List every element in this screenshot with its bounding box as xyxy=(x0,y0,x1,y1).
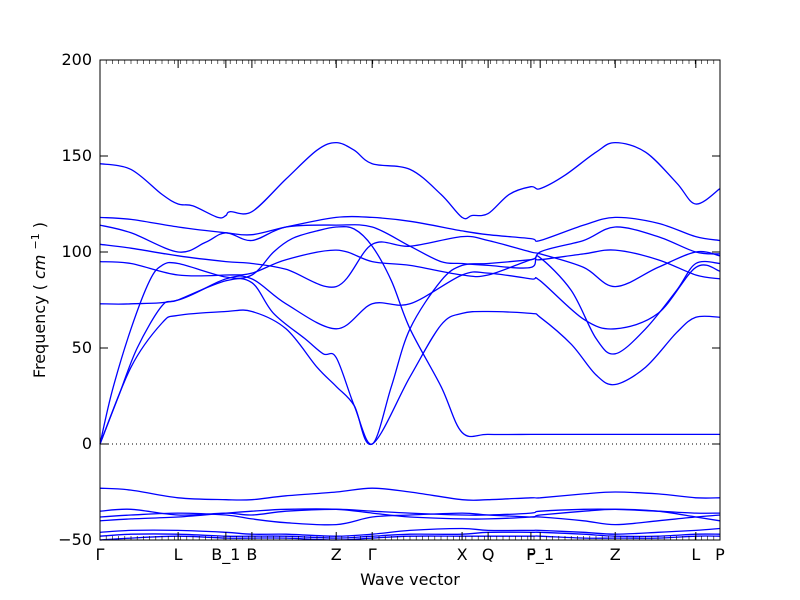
x-tick-label: Z xyxy=(610,545,621,564)
band-line-7 xyxy=(99,226,720,445)
band-line-9 xyxy=(99,309,721,445)
band-line-16 xyxy=(99,535,721,541)
x-tick-label: P xyxy=(715,545,725,564)
x-tick-label: Z xyxy=(331,545,342,564)
x-tick-label: B xyxy=(246,545,257,564)
band-line-14 xyxy=(99,527,721,537)
band-line-8 xyxy=(99,255,721,445)
minor-ticks xyxy=(105,60,715,540)
y-axis-ticks: −50 0 50 100 150 200 xyxy=(58,50,720,549)
y-tick-label: 0 xyxy=(82,434,92,453)
y-tick-label: 200 xyxy=(61,50,92,69)
x-tick-label: L xyxy=(691,545,700,564)
y-axis-label-text: Frequency xyxy=(30,295,49,378)
x-axis-label: Wave vector xyxy=(360,570,460,589)
x-tick-label: B_1 xyxy=(211,545,240,565)
x-tick-label: Q xyxy=(482,545,495,564)
x-tick-label: X xyxy=(457,545,468,564)
band-line-3 xyxy=(99,224,721,269)
x-tick-label: Γ xyxy=(368,545,377,564)
x-axis-ticks: Γ L B_1 B Z Γ X Q FP_1 Z L P xyxy=(96,60,725,565)
y-tick-label: 50 xyxy=(72,338,92,357)
y-tick-label: 100 xyxy=(61,242,92,261)
band-line-12 xyxy=(99,512,721,526)
y-axis-label-unit: cm xyxy=(30,255,49,279)
y-tick-label: −50 xyxy=(58,530,92,549)
x-tick-label: P_1 xyxy=(526,545,554,565)
plot-frame xyxy=(99,59,721,541)
band-line-13 xyxy=(99,508,721,522)
band-line-15 xyxy=(99,531,721,539)
band-line-6 xyxy=(99,264,721,330)
y-axis-label-open-paren: ( xyxy=(30,284,49,290)
band-line-1 xyxy=(99,141,721,220)
x-tick-label: Γ xyxy=(96,545,105,564)
band-line-2 xyxy=(99,215,721,242)
y-axis-label-unit-exponent: −1 xyxy=(29,233,42,249)
y-tick-label: 150 xyxy=(61,146,92,165)
band-line-5 xyxy=(99,249,721,280)
y-axis-label: Frequency ( cm −1 ) xyxy=(24,222,49,378)
series-group xyxy=(99,141,721,541)
y-axis-label-close-paren: ) xyxy=(30,222,49,228)
x-tick-label: F xyxy=(526,545,535,564)
x-tick-label: L xyxy=(174,545,183,564)
band-line-4 xyxy=(99,235,721,288)
band-line-10 xyxy=(99,487,721,502)
